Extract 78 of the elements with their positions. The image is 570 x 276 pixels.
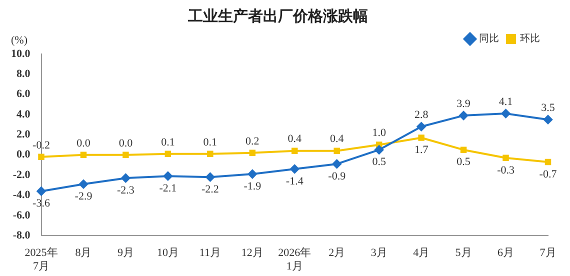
data-label: -2.3 (116, 184, 135, 196)
data-label: 3.5 (541, 102, 556, 114)
point (38, 154, 44, 160)
y-tick-label: -2.0 (12, 168, 31, 181)
legend-label: 环比 (520, 32, 540, 45)
data-label: 0.5 (372, 156, 386, 168)
data-label: -2.1 (159, 182, 177, 194)
x-tick-label: 12月 (241, 247, 264, 260)
point (36, 186, 46, 196)
point (292, 148, 298, 154)
y-tick-label: -4.0 (12, 189, 31, 202)
data-label: 4.1 (498, 96, 513, 108)
data-label: 0.4 (288, 133, 302, 146)
y-tick-label: -6.0 (12, 209, 31, 222)
x-tick-label: 11月 (199, 247, 221, 260)
x-tick-label: 5月 (455, 247, 472, 260)
point (248, 170, 257, 179)
point (290, 164, 300, 174)
point (544, 115, 552, 124)
point (418, 134, 424, 141)
point (334, 148, 340, 154)
x-tick-label: 2026年 1月 (278, 247, 312, 272)
data-label: -2.9 (74, 190, 93, 203)
legend-label: 同比 (479, 32, 499, 45)
data-label: 1.0 (372, 127, 386, 140)
y-tick-label: 8.0 (16, 68, 31, 80)
point (460, 146, 467, 153)
point (502, 154, 509, 162)
data-label: 0.1 (161, 136, 175, 148)
data-label: 0.1 (203, 136, 218, 148)
y-tick-label: 2.0 (16, 128, 31, 141)
y-tick-label: 4.0 (16, 108, 31, 120)
y-tick-label: 0.0 (16, 148, 31, 161)
chart-title: 工业生产者出厂价格涨跌幅 (187, 6, 368, 25)
data-label: -0.7 (539, 168, 558, 180)
y-tick-label: -8.0 (12, 229, 31, 242)
y-tick-label: 10.0 (11, 48, 31, 60)
data-label: -1.4 (286, 175, 304, 188)
x-tick-label: 2025年 7月 (24, 247, 58, 272)
data-label: 0.0 (76, 137, 91, 150)
data-label: 0.0 (118, 137, 134, 150)
x-tick-label: 2月 (328, 247, 346, 260)
data-label: 0.2 (246, 135, 260, 148)
point (544, 158, 552, 166)
data-label: 2.8 (414, 109, 429, 122)
point (501, 109, 510, 118)
x-tick-label: 10月 (156, 247, 179, 260)
x-tick-label: 9月 (117, 247, 134, 260)
data-label: -0.3 (497, 164, 515, 176)
point (332, 159, 342, 168)
data-label: -0.2 (32, 139, 50, 152)
y-axis-title: (%) (11, 34, 28, 46)
data-label: 3.9 (456, 98, 471, 110)
data-label: -2.2 (201, 183, 219, 196)
point (164, 150, 172, 157)
data-label: 0.5 (456, 156, 471, 168)
data-label: -0.9 (328, 170, 346, 182)
data-label: -3.6 (32, 198, 50, 210)
point (122, 152, 129, 158)
x-tick-label: 3月 (370, 247, 388, 260)
point (459, 111, 468, 120)
x-tick-label: 6月 (498, 247, 514, 260)
data-label: 0.4 (330, 133, 344, 146)
point (374, 145, 384, 154)
y-tick-label: 6.0 (16, 88, 31, 100)
x-tick-label: 8月 (75, 247, 92, 260)
point (80, 152, 87, 158)
data-label: -1.9 (244, 180, 262, 192)
point (416, 122, 426, 132)
x-tick-label: 4月 (413, 247, 430, 260)
x-tick-label: 7月 (540, 247, 556, 260)
point (206, 172, 215, 182)
point (207, 150, 214, 157)
point (121, 174, 130, 183)
point (163, 172, 172, 181)
point (78, 180, 88, 189)
data-label: 1.7 (414, 144, 429, 156)
point (249, 150, 256, 156)
